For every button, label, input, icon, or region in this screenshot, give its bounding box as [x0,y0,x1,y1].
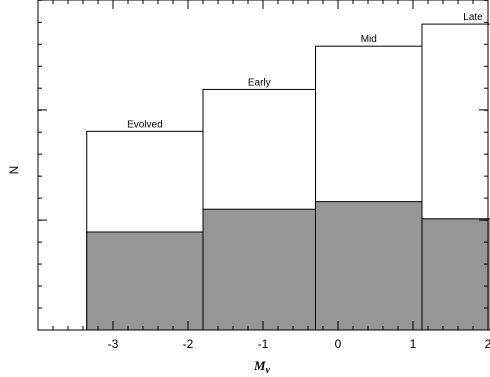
bar-labels-layer: Evolved Early Mid Late [127,12,483,130]
bar-shaded-early [202,208,316,331]
bar-shaded-late [421,218,490,331]
bar-shaded-mid [315,201,423,331]
bar-label-early: Early [248,77,271,88]
bar-label-late: Late [463,12,483,23]
x-tick-label: -1 [258,337,269,351]
ticks-layer: -3 -2 -1 0 1 2 [37,0,490,351]
bars-layer [86,23,490,331]
bar-label-evolved: Evolved [127,119,163,130]
bar-shaded-evolved [86,231,204,331]
x-axis-label: Mv [253,358,271,376]
x-tick-label: -2 [183,337,194,351]
x-tick-label: 1 [410,337,417,351]
y-axis-label: N [7,166,21,175]
x-tick-label: 2 [485,337,490,351]
bar-label-mid: Mid [361,34,377,45]
x-tick-label: 0 [335,337,342,351]
x-tick-label: -3 [108,337,119,351]
